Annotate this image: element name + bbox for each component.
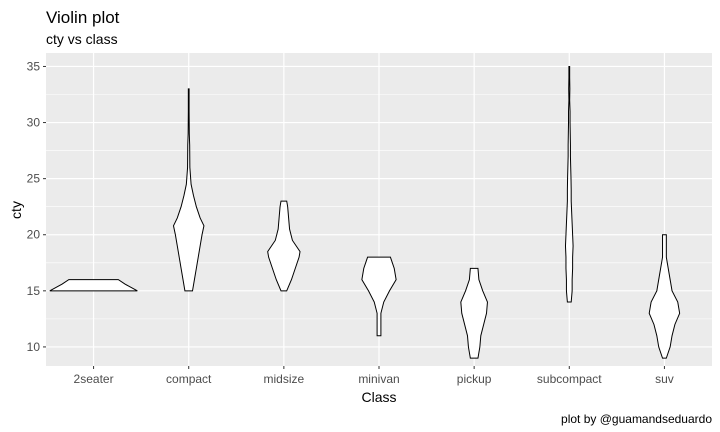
x-tick-label: minivan — [358, 372, 399, 386]
violin-subcompact — [564, 65, 574, 303]
x-tick-label: 2seater — [74, 372, 114, 386]
y-tick-label: 25 — [27, 172, 41, 186]
y-tick-label: 10 — [27, 340, 41, 354]
y-tick-label: 35 — [27, 59, 41, 73]
x-tick-label: suv — [655, 372, 674, 386]
violin-pickup — [460, 267, 488, 359]
x-axis-title: Class — [361, 389, 396, 405]
violins — [49, 65, 681, 359]
x-axis-ticks: 2seater compact midsize minivan pickup subcom… — [74, 366, 674, 386]
y-tick-label: 20 — [27, 228, 41, 242]
x-tick-label: midsize — [264, 372, 305, 386]
violin-2seater — [49, 279, 138, 292]
x-tick-label: compact — [166, 372, 212, 386]
y-tick-label: 30 — [27, 116, 41, 130]
violin-minivan — [361, 256, 397, 337]
violin-suv — [648, 234, 681, 359]
y-tick-label: 15 — [27, 284, 41, 298]
chart-caption: plot by @guamandseduardo — [561, 412, 712, 426]
chart-title: Violin plot — [46, 8, 120, 27]
x-tick-label: subcompact — [537, 372, 602, 386]
violin-midsize — [267, 200, 301, 292]
violin-compact — [172, 88, 205, 292]
y-axis-ticks: 10 15 20 25 30 35 — [27, 59, 46, 354]
x-tick-label: pickup — [457, 372, 492, 386]
chart-subtitle: cty vs class — [46, 31, 118, 47]
y-axis-title: cty — [8, 201, 24, 219]
